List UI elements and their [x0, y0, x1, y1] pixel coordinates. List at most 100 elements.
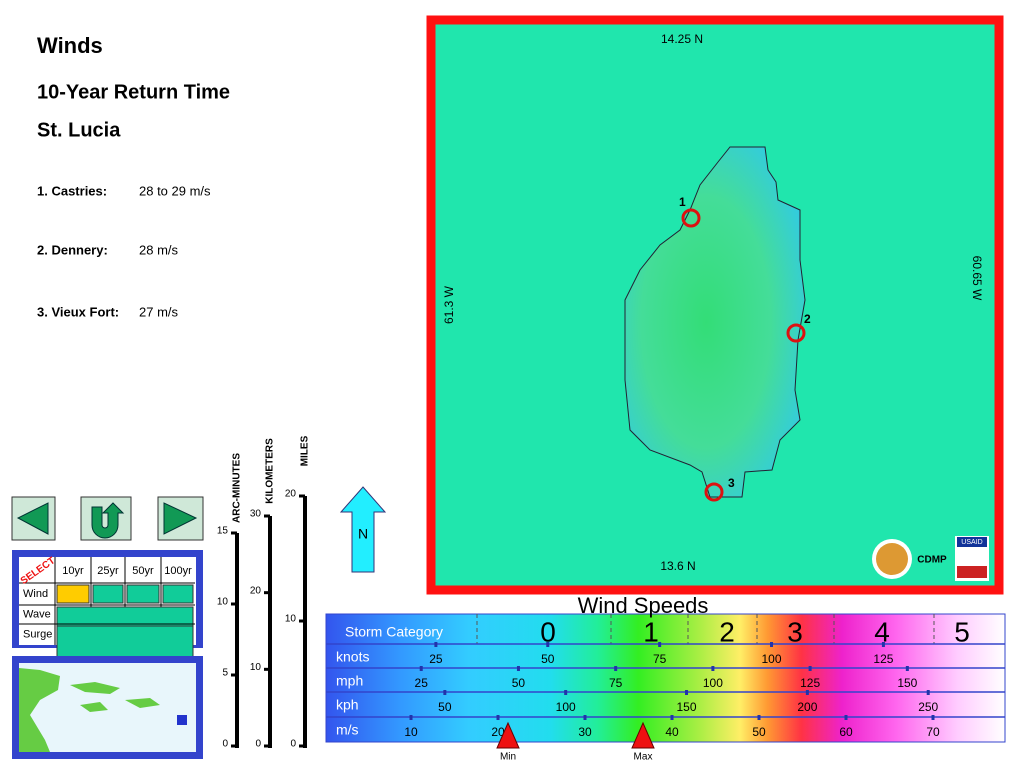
range-pointer[interactable] [496, 721, 520, 749]
unit-tick-label: 150 [677, 700, 697, 714]
unit-tick [614, 666, 618, 671]
unit-tick-label: 50 [438, 700, 452, 714]
marker-label: 1 [679, 195, 686, 209]
lon-right: 60.65 W [970, 256, 984, 301]
unit-label: m/s [336, 722, 359, 738]
unit-tick [757, 715, 761, 720]
map: 14.25 N 13.6 N 61.3 W 60.65 W 1 2 3 CDMP… [426, 15, 1004, 595]
lat-bottom: 13.6 N [660, 559, 695, 573]
usaid-logo [957, 566, 987, 578]
unit-tick-label: 125 [873, 652, 893, 666]
category: 1 [643, 616, 659, 647]
unit-tick-label: 75 [609, 676, 623, 690]
unit-tick [844, 715, 848, 720]
unit-tick [546, 642, 550, 647]
unit-tick-label: 100 [703, 676, 723, 690]
unit-tick [808, 666, 812, 671]
scale-bar-label: KILOMETERS [265, 438, 276, 504]
north-arrow-shape [339, 486, 387, 573]
unit-tick [516, 666, 520, 671]
unit-tick-label: 25 [415, 676, 429, 690]
unit-tick-label: 100 [762, 652, 782, 666]
site-marker[interactable] [704, 482, 724, 502]
unit-tick-label: 70 [926, 725, 940, 739]
unit-tick-label: 125 [800, 676, 820, 690]
next-icon [163, 502, 198, 535]
category: 5 [954, 616, 970, 647]
category: 4 [874, 616, 890, 647]
unit-tick [685, 690, 689, 695]
selector-cell[interactable] [56, 584, 90, 604]
unit-tick [926, 690, 930, 695]
row-header[interactable]: Surge [23, 628, 52, 640]
unit-tick-label: 100 [556, 700, 576, 714]
unit-tick [805, 690, 809, 695]
scale-tick-label: 10 [250, 662, 262, 673]
selector-cell[interactable] [126, 584, 160, 604]
info-panel: Winds 10-Year Return Time St. Lucia 1. C… [37, 33, 230, 320]
unit-tick [409, 715, 413, 720]
unit-tick [419, 666, 423, 671]
unit-tick-label: 200 [797, 700, 817, 714]
site-marker[interactable] [681, 208, 701, 228]
cdmp-label: CDMP [917, 555, 947, 566]
scale-tick-label: 0 [255, 739, 261, 750]
column-header[interactable]: 100yr [164, 565, 192, 577]
unit-tick-label: 75 [653, 652, 667, 666]
scale-tick-label: 5 [222, 668, 228, 679]
site-label: 2. Dennery: [37, 242, 108, 257]
unit-tick [881, 642, 885, 647]
unit-tick [770, 642, 774, 647]
column-header[interactable]: 25yr [97, 565, 119, 577]
row-header[interactable]: Wave [23, 608, 51, 620]
scale-bar-label: ARC-MINUTES [232, 453, 243, 523]
site-value: 28 m/s [139, 242, 179, 257]
category: 3 [787, 616, 803, 647]
unit-tick-label: 50 [512, 676, 526, 690]
legend-title: Wind Speeds [578, 593, 709, 618]
unit-label: mph [336, 673, 363, 689]
scale-tick-label: 15 [217, 526, 229, 537]
scale-tick-label: 0 [290, 739, 296, 750]
subtitle: 10-Year Return Time [37, 81, 230, 103]
scale-tick-label: 10 [217, 597, 229, 608]
title: Winds [37, 33, 103, 58]
column-header[interactable]: 10yr [62, 565, 84, 577]
lat-top: 14.25 N [661, 32, 703, 46]
unit-tick-label: 250 [918, 700, 938, 714]
island [624, 146, 806, 498]
lon-left: 61.3 W [442, 285, 456, 324]
oas-logo [876, 543, 908, 575]
column-header[interactable]: 50yr [132, 565, 154, 577]
unit-tick-label: 20 [491, 725, 505, 739]
unit-tick [658, 642, 662, 647]
location: St. Lucia [37, 119, 121, 141]
marker-label: 2 [804, 312, 811, 326]
scale-tick-label: 10 [285, 614, 297, 625]
unit-label: kph [336, 697, 359, 713]
range-pointer[interactable] [631, 721, 655, 749]
locator-marker [177, 715, 187, 725]
unit-tick-label: 25 [429, 652, 443, 666]
site-value: 28 to 29 m/s [139, 183, 211, 198]
scale-tick-label: 20 [285, 489, 297, 500]
row-header[interactable]: Wind [23, 588, 48, 600]
site-marker[interactable] [786, 323, 806, 343]
unit-tick [443, 690, 447, 695]
unit-tick [905, 666, 909, 671]
selector-cell[interactable] [162, 584, 194, 604]
usaid-logo [957, 537, 987, 547]
category: 0 [540, 616, 556, 647]
unit-tick [670, 715, 674, 720]
nav-buttons [11, 496, 204, 541]
north-label: N [358, 526, 368, 542]
speed-scale [325, 613, 1006, 743]
locator-land [125, 698, 160, 708]
unit-label: knots [336, 649, 369, 665]
selector-cell[interactable] [92, 584, 124, 604]
pointer-label: Min [500, 752, 516, 763]
marker-label: 3 [728, 476, 735, 490]
unit-tick [931, 715, 935, 720]
